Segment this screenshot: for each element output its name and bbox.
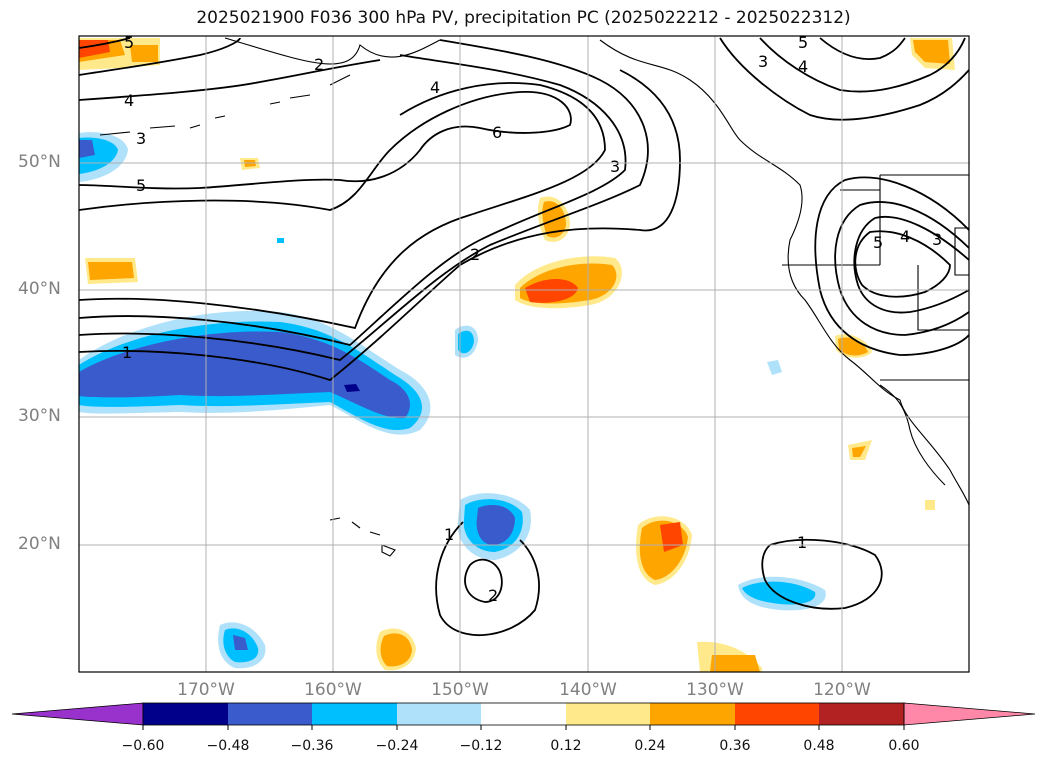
colorbar-tick-label: −0.36 <box>290 738 334 754</box>
contour-label: 4 <box>798 57 808 76</box>
contour-label: 5 <box>873 233 883 252</box>
contour-label: 6 <box>492 123 502 142</box>
contour-label: 5 <box>124 33 134 52</box>
map-title: 2025021900 F036 300 hPa PV, precipitatio… <box>196 8 851 28</box>
lat-label-30n: 30°N <box>18 406 61 426</box>
pv-contour <box>79 91 572 211</box>
lon-label-130w: 130°W <box>686 680 744 700</box>
colorbar-segment <box>481 703 566 725</box>
lon-label-140w: 140°W <box>559 680 617 700</box>
pv-contour <box>79 59 381 101</box>
lat-label-40n: 40°N <box>18 279 61 299</box>
pv-contour <box>79 37 241 76</box>
pv-contour <box>834 201 969 336</box>
pv-contour <box>79 69 681 382</box>
lat-label-50n: 50°N <box>18 152 61 172</box>
hawaii-islands <box>329 517 396 557</box>
pv-contour <box>819 37 906 60</box>
north-america-coast <box>224 37 969 506</box>
lon-label-170w: 170°W <box>177 680 235 700</box>
pv-contour <box>79 37 131 49</box>
map-frame <box>78 35 970 673</box>
pv-contour <box>79 82 606 330</box>
contour-label: 4 <box>900 227 910 246</box>
contour-label: 4 <box>430 78 440 97</box>
contour-label: 4 <box>124 91 134 110</box>
baja-california <box>879 384 946 486</box>
contour-label: 2 <box>314 55 324 74</box>
colorbar-tick-label: 0.12 <box>550 738 582 754</box>
pv-contour <box>761 538 883 610</box>
contour-label: 3 <box>610 157 620 176</box>
colorbar-tick-label: −0.48 <box>206 738 250 754</box>
contour-label: 5 <box>136 176 146 195</box>
colorbar-tick-label: −0.24 <box>375 738 419 754</box>
pv-contour <box>464 558 503 603</box>
graticule <box>79 36 969 672</box>
colorbar-segment <box>819 703 904 725</box>
colorbar-extend-high <box>903 702 1036 726</box>
aleutian-islands <box>99 74 351 136</box>
colorbar-segment <box>312 703 397 725</box>
colorbar-extend-low <box>11 702 144 726</box>
contour-label: 2 <box>488 586 498 605</box>
lon-label-120w: 120°W <box>813 680 871 700</box>
colorbar <box>11 702 1036 730</box>
state-borders <box>782 174 969 381</box>
colorbar-segment <box>143 703 228 725</box>
contour-label: 1 <box>122 343 132 362</box>
lon-label-160w: 160°W <box>304 680 362 700</box>
pv-contours <box>79 37 969 636</box>
colorbar-tick-label: 0.60 <box>888 738 920 754</box>
colorbar-segment <box>735 703 819 725</box>
coastlines <box>99 37 969 557</box>
pv-contour <box>79 54 627 346</box>
colorbar-tick-label: 0.48 <box>803 738 835 754</box>
contour-label: 3 <box>758 52 768 71</box>
pv-contour <box>719 37 969 121</box>
colorbar-tick-label: −0.60 <box>121 738 165 754</box>
colorbar-segment <box>397 703 481 725</box>
pv-contour <box>759 37 966 93</box>
colorbar-tick-label: −0.12 <box>459 738 503 754</box>
contour-label: 3 <box>136 129 146 148</box>
contour-label: 2 <box>470 245 480 264</box>
lon-label-150w: 150°W <box>431 680 489 700</box>
precip-shading <box>79 38 955 672</box>
pv-contour <box>854 230 951 298</box>
pv-contour <box>79 39 649 361</box>
pv-contour <box>853 216 969 314</box>
pv-contour <box>814 176 969 356</box>
contour-labels: 5 2 4 3 5 4 4 3 6 3 2 1 1 2 1 5 4 3 5 <box>122 33 942 605</box>
contour-label: 1 <box>444 525 454 544</box>
colorbar-segment <box>650 703 735 725</box>
contour-label: 1 <box>797 533 807 552</box>
lat-label-20n: 20°N <box>18 534 61 554</box>
contour-label: 3 <box>932 230 942 249</box>
contour-label: 5 <box>798 33 808 52</box>
colorbar-tick-label: 0.36 <box>719 738 751 754</box>
pv-contour <box>435 521 540 636</box>
colorbar-tick-label: 0.24 <box>634 738 666 754</box>
colorbar-segment <box>566 703 650 725</box>
colorbar-segment <box>228 703 312 725</box>
